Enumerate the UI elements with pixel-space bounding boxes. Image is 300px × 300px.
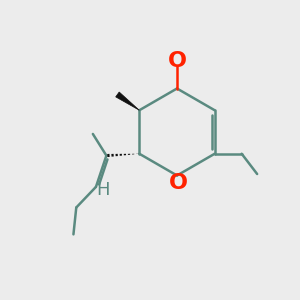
- Polygon shape: [116, 92, 139, 110]
- Text: H: H: [96, 182, 109, 200]
- Text: O: O: [167, 51, 187, 70]
- Text: O: O: [169, 173, 188, 193]
